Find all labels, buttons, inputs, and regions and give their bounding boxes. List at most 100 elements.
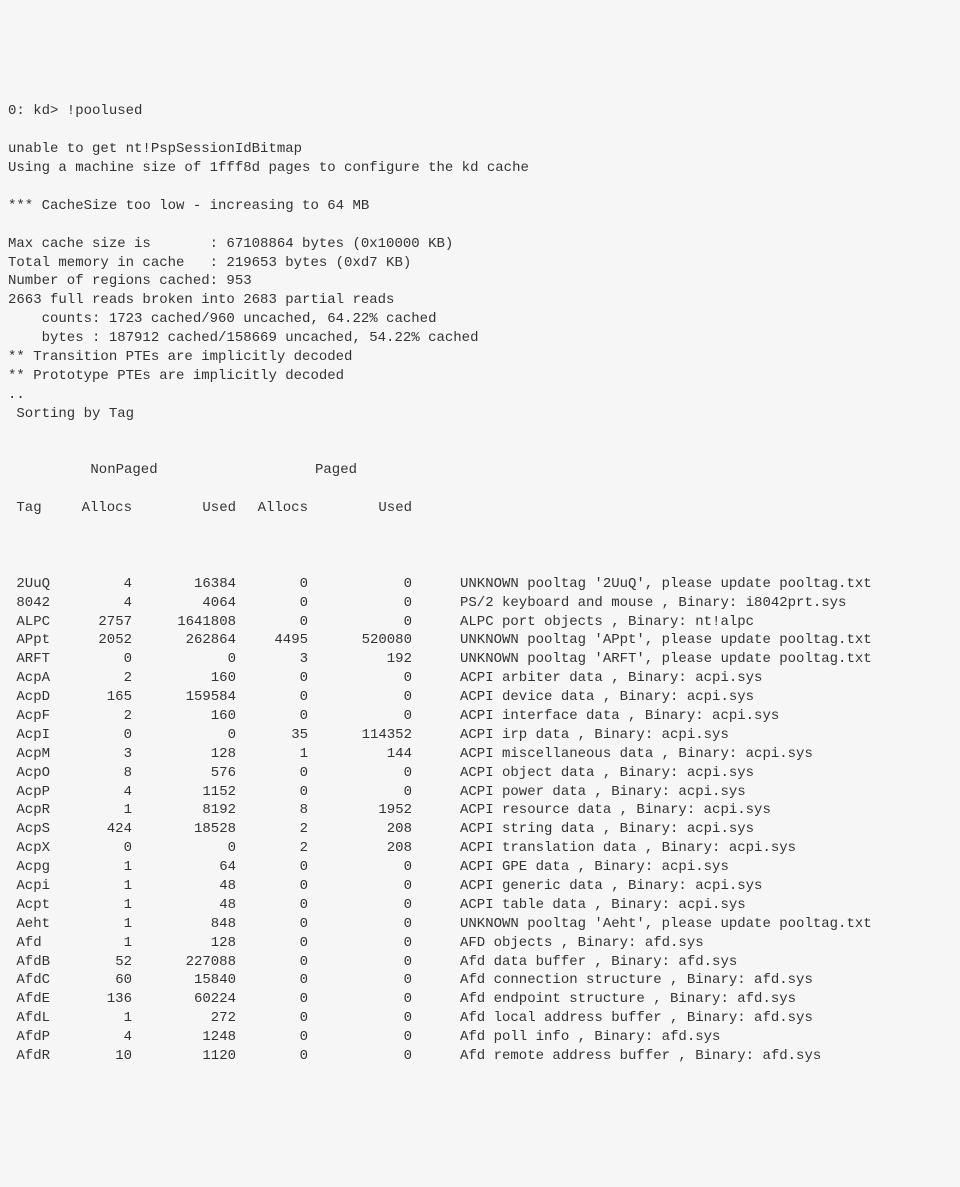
preamble-block: unable to get nt!PspSessionIdBitmapUsing… xyxy=(8,140,952,442)
cell-np-allocs: 136 xyxy=(60,990,132,1009)
cell-p-used: 0 xyxy=(308,688,412,707)
cell-p-allocs: 0 xyxy=(236,896,308,915)
cell-tag: AcpA xyxy=(8,669,60,688)
prompt-line: 0: kd> !poolused xyxy=(8,102,952,121)
cell-np-used: 4064 xyxy=(132,594,236,613)
cell-gap xyxy=(412,858,452,877)
cell-tag: AcpI xyxy=(8,726,60,745)
cell-p-allocs: 4495 xyxy=(236,631,308,650)
cell-p-allocs: 0 xyxy=(236,669,308,688)
table-row: Acpi14800ACPI generic data , Binary: acp… xyxy=(8,877,952,896)
table-row: AcpR1819281952ACPI resource data , Binar… xyxy=(8,801,952,820)
cell-np-allocs: 0 xyxy=(60,650,132,669)
cell-np-allocs: 165 xyxy=(60,688,132,707)
table-row: ARFT003192UNKNOWN pooltag 'ARFT', please… xyxy=(8,650,952,669)
cell-np-used: 848 xyxy=(132,915,236,934)
cell-desc: Afd connection structure , Binary: afd.s… xyxy=(452,971,952,990)
table-row: AcpF216000ACPI interface data , Binary: … xyxy=(8,707,952,726)
cell-p-allocs: 0 xyxy=(236,688,308,707)
table-row: Acpt14800ACPI table data , Binary: acpi.… xyxy=(8,896,952,915)
cell-gap xyxy=(412,801,452,820)
cell-np-allocs: 1 xyxy=(60,1009,132,1028)
cell-np-used: 1120 xyxy=(132,1047,236,1066)
cell-tag: AcpF xyxy=(8,707,60,726)
table-row: AcpO857600ACPI object data , Binary: acp… xyxy=(8,764,952,783)
cell-desc: ACPI miscellaneous data , Binary: acpi.s… xyxy=(452,745,952,764)
cell-gap xyxy=(412,934,452,953)
cell-p-used: 0 xyxy=(308,764,412,783)
cell-p-used: 0 xyxy=(308,953,412,972)
cell-p-allocs: 0 xyxy=(236,971,308,990)
table-row: Aeht184800UNKNOWN pooltag 'Aeht', please… xyxy=(8,915,952,934)
output-line: ** Transition PTEs are implicitly decode… xyxy=(8,348,952,367)
output-line: 2663 full reads broken into 2683 partial… xyxy=(8,291,952,310)
cell-tag: AcpP xyxy=(8,783,60,802)
cell-desc: ACPI translation data , Binary: acpi.sys xyxy=(452,839,952,858)
cell-tag: Acpi xyxy=(8,877,60,896)
cell-gap xyxy=(412,688,452,707)
cell-np-allocs: 4 xyxy=(60,783,132,802)
cell-np-allocs: 3 xyxy=(60,745,132,764)
cell-desc: UNKNOWN pooltag 'Aeht', please update po… xyxy=(452,915,952,934)
cell-desc: ACPI GPE data , Binary: acpi.sys xyxy=(452,858,952,877)
cell-np-used: 159584 xyxy=(132,688,236,707)
table-row: AcpP4115200ACPI power data , Binary: acp… xyxy=(8,783,952,802)
cell-gap xyxy=(412,575,452,594)
cell-np-allocs: 52 xyxy=(60,953,132,972)
cell-gap xyxy=(412,783,452,802)
cell-p-used: 114352 xyxy=(308,726,412,745)
output-line xyxy=(8,216,952,235)
cell-tag: Afd xyxy=(8,934,60,953)
cell-tag: 8042 xyxy=(8,594,60,613)
cell-p-allocs: 0 xyxy=(236,613,308,632)
cell-p-allocs: 0 xyxy=(236,934,308,953)
cell-gap xyxy=(412,990,452,1009)
cell-p-allocs: 8 xyxy=(236,801,308,820)
cell-p-used: 0 xyxy=(308,915,412,934)
cell-np-allocs: 2 xyxy=(60,707,132,726)
cell-desc: Afd remote address buffer , Binary: afd.… xyxy=(452,1047,952,1066)
output-line: bytes : 187912 cached/158669 uncached, 5… xyxy=(8,329,952,348)
cell-np-allocs: 2 xyxy=(60,669,132,688)
cell-p-allocs: 0 xyxy=(236,877,308,896)
cell-gap xyxy=(412,971,452,990)
cell-np-allocs: 0 xyxy=(60,726,132,745)
cell-p-used: 520080 xyxy=(308,631,412,650)
cell-tag: AcpX xyxy=(8,839,60,858)
cell-p-allocs: 3 xyxy=(236,650,308,669)
cell-desc: Afd data buffer , Binary: afd.sys xyxy=(452,953,952,972)
table-row: AcpM31281144ACPI miscellaneous data , Bi… xyxy=(8,745,952,764)
cell-gap xyxy=(412,877,452,896)
group-header-row: NonPagedPaged xyxy=(8,461,952,480)
col-p-used: Used xyxy=(308,499,412,518)
cell-p-used: 0 xyxy=(308,707,412,726)
cell-gap xyxy=(412,669,452,688)
cell-np-used: 8192 xyxy=(132,801,236,820)
cell-p-allocs: 35 xyxy=(236,726,308,745)
cell-p-used: 0 xyxy=(308,934,412,953)
cell-p-used: 0 xyxy=(308,1047,412,1066)
cell-p-allocs: 0 xyxy=(236,1009,308,1028)
cell-tag: 2UuQ xyxy=(8,575,60,594)
table-row: AcpI0035114352ACPI irp data , Binary: ac… xyxy=(8,726,952,745)
cell-desc: ACPI device data , Binary: acpi.sys xyxy=(452,688,952,707)
cell-gap xyxy=(412,896,452,915)
cell-np-used: 48 xyxy=(132,877,236,896)
output-line: Sorting by Tag xyxy=(8,405,952,424)
col-np-allocs: Allocs xyxy=(60,499,132,518)
cell-gap xyxy=(412,745,452,764)
cell-desc: ACPI string data , Binary: acpi.sys xyxy=(452,820,952,839)
cell-tag: AcpO xyxy=(8,764,60,783)
cell-tag: AfdC xyxy=(8,971,60,990)
cell-np-allocs: 10 xyxy=(60,1047,132,1066)
cell-p-allocs: 0 xyxy=(236,953,308,972)
cell-np-used: 48 xyxy=(132,896,236,915)
cell-p-allocs: 0 xyxy=(236,1028,308,1047)
output-line xyxy=(8,178,952,197)
cell-gap xyxy=(412,650,452,669)
table-row: AcpS424185282208ACPI string data , Binar… xyxy=(8,820,952,839)
cell-np-used: 128 xyxy=(132,745,236,764)
cell-np-used: 60224 xyxy=(132,990,236,1009)
output-line xyxy=(8,424,952,443)
cell-np-allocs: 1 xyxy=(60,896,132,915)
